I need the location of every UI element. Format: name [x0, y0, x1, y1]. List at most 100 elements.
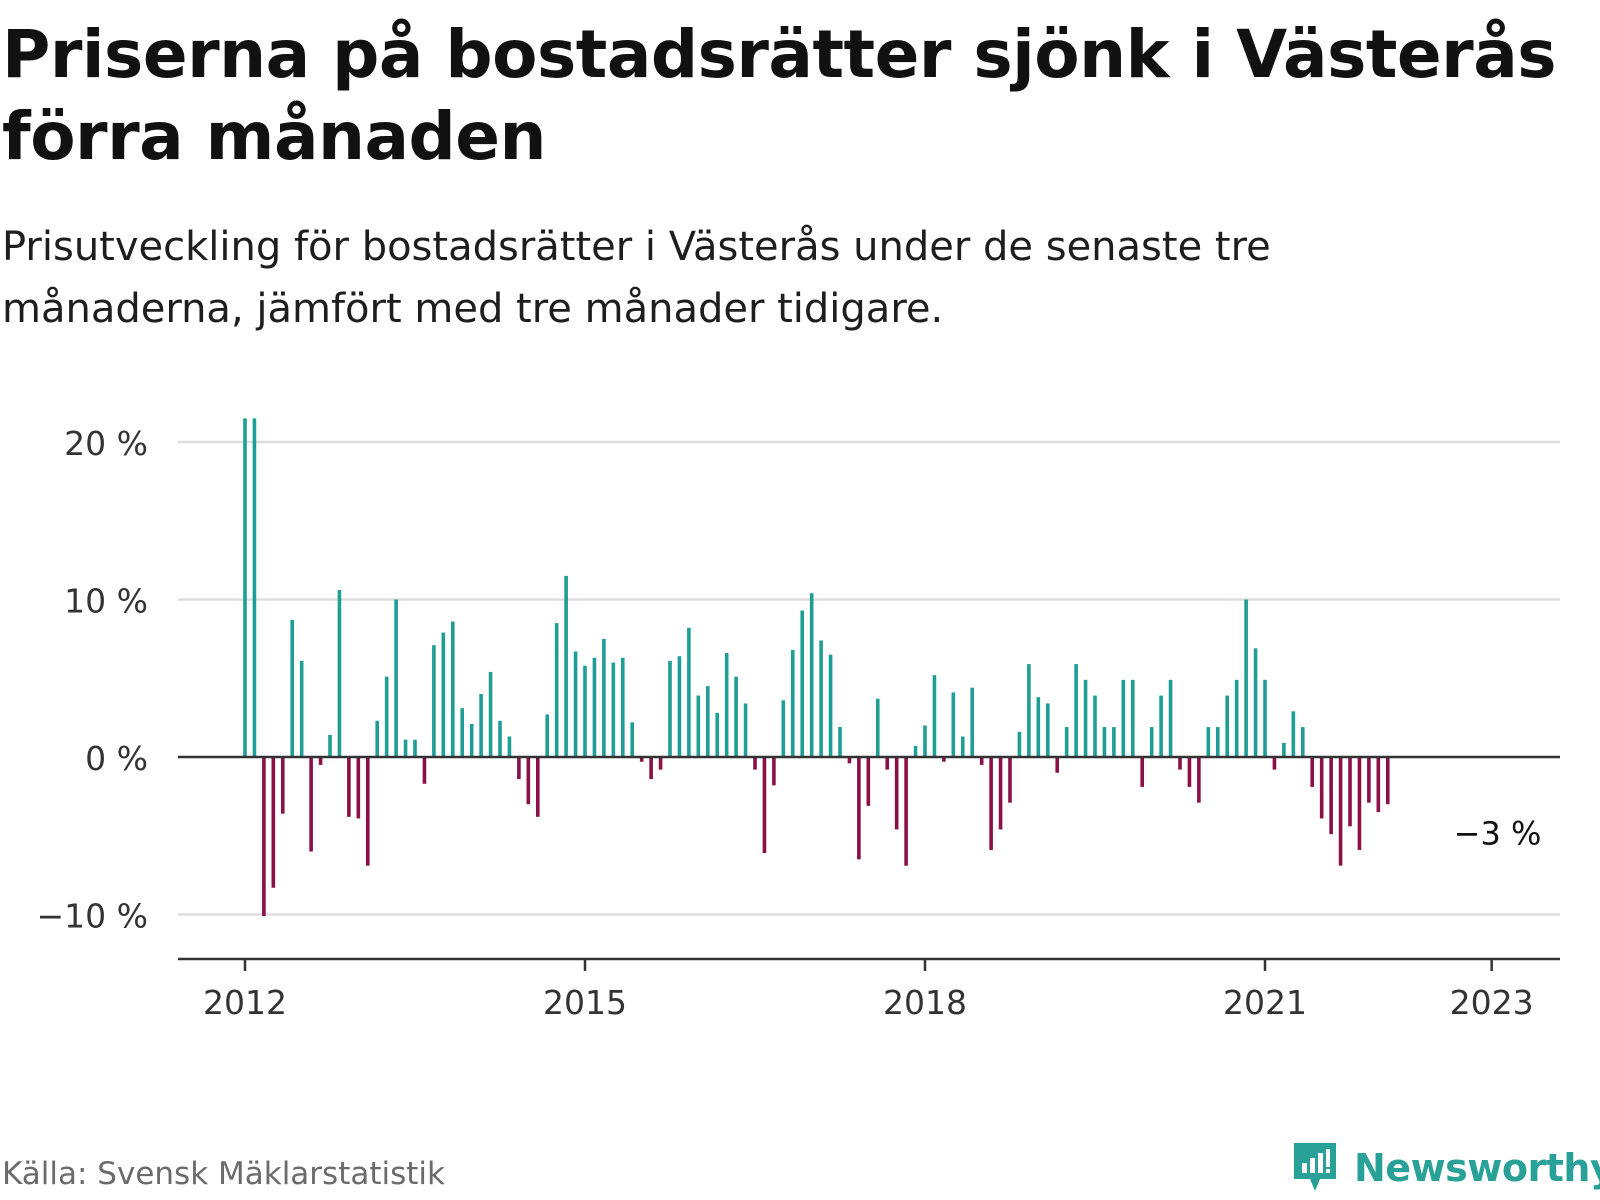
last-value-label: −3 % — [1454, 815, 1542, 853]
bar — [1253, 648, 1258, 757]
bar — [1197, 757, 1201, 803]
bar — [545, 714, 550, 757]
bar — [715, 712, 720, 757]
bar — [857, 757, 861, 860]
bar — [989, 757, 993, 850]
bar — [564, 575, 568, 758]
bar — [668, 660, 672, 757]
bar — [1329, 757, 1333, 835]
bar — [488, 671, 493, 757]
bar — [942, 757, 946, 762]
bar — [1036, 697, 1041, 757]
bar — [432, 645, 436, 757]
bar — [819, 640, 823, 757]
bar — [1234, 679, 1239, 757]
bar — [1121, 679, 1126, 757]
bar — [375, 720, 380, 757]
bar — [460, 708, 465, 757]
bar — [781, 700, 786, 757]
bars — [243, 418, 1390, 917]
bar — [1149, 727, 1154, 757]
bar — [998, 757, 1003, 830]
bar — [280, 757, 285, 814]
bar — [658, 757, 663, 770]
x-tick-label: 2015 — [543, 983, 627, 1022]
bar — [535, 757, 540, 817]
bar — [1244, 599, 1248, 757]
bar — [290, 619, 295, 757]
brand-name: Newsworthy — [1354, 1146, 1600, 1190]
bar — [252, 418, 257, 758]
bar — [1064, 727, 1069, 757]
bar — [894, 757, 899, 830]
bar — [649, 757, 653, 780]
bar — [753, 757, 757, 770]
bar — [413, 739, 417, 757]
x-axis-ticks: 2012 2015 2018 2021 2023 — [203, 959, 1534, 1022]
bar — [611, 662, 616, 757]
bar — [1385, 757, 1390, 805]
bar — [1027, 664, 1031, 757]
bar — [809, 593, 814, 757]
bar — [1263, 679, 1267, 757]
bar — [866, 757, 871, 806]
bar — [1093, 695, 1097, 757]
bar — [1310, 757, 1315, 787]
bar — [356, 757, 361, 819]
bar — [1008, 757, 1012, 803]
bar — [1291, 711, 1296, 757]
bar — [1348, 757, 1352, 827]
x-tick-label: 2021 — [1223, 983, 1307, 1022]
bar — [932, 675, 937, 757]
bar-chart: 20 % 10 % 0 % −10 % 2012 2015 2018 2021 2023 −3… — [37, 418, 1560, 1022]
annotations: −3 % — [1454, 815, 1542, 853]
bar — [1140, 757, 1145, 787]
bar — [583, 665, 587, 757]
bar — [299, 660, 304, 757]
bar — [262, 757, 266, 917]
bar — [592, 657, 597, 757]
bar — [639, 757, 644, 762]
bar — [450, 621, 455, 757]
bar — [602, 638, 606, 758]
bar — [526, 757, 531, 805]
bar — [365, 757, 370, 866]
bar — [620, 657, 625, 757]
bar — [1017, 731, 1022, 757]
brand-logo[interactable]: Newsworthy — [1290, 1138, 1600, 1198]
bar — [630, 722, 635, 757]
bar — [243, 418, 247, 758]
bar — [517, 757, 521, 780]
bar — [762, 757, 767, 854]
bar — [1215, 727, 1220, 757]
bar — [422, 757, 427, 784]
source-note: Källa: Svensk Mäklarstatistik — [2, 1156, 445, 1192]
bar — [687, 627, 691, 757]
bar-chart-icon — [1294, 1143, 1336, 1191]
bar — [696, 695, 701, 757]
x-tick-label: 2018 — [883, 983, 967, 1022]
bar — [441, 632, 446, 757]
bar — [1045, 703, 1050, 757]
bar — [1319, 757, 1324, 819]
bar — [960, 736, 965, 757]
x-tick-label: 2023 — [1450, 983, 1534, 1022]
bar — [800, 610, 805, 757]
bar — [1272, 757, 1277, 770]
bar — [347, 757, 351, 817]
bar — [1376, 757, 1381, 813]
bar — [790, 649, 795, 757]
bar — [573, 651, 578, 757]
bar — [1225, 695, 1230, 757]
bar — [1102, 727, 1107, 757]
bar — [828, 654, 833, 758]
bar — [1055, 757, 1060, 773]
bar — [913, 745, 918, 757]
chart-subtitle: Prisutveckling för bostadsrätter i Väste… — [2, 224, 1271, 332]
bar — [1187, 757, 1192, 787]
chart-title: Priserna på bostadsrätter sjönk i Väster… — [2, 16, 1557, 175]
bar — [1130, 679, 1135, 757]
bar — [384, 676, 389, 757]
bar — [1159, 695, 1163, 757]
bar — [847, 757, 852, 764]
